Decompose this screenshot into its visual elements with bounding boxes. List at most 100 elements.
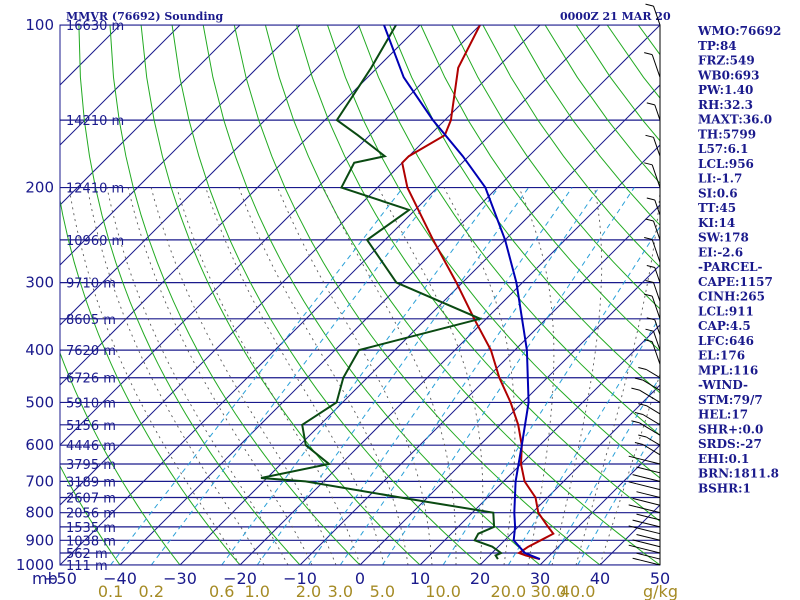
moist-adiabat-line xyxy=(323,187,457,565)
wind-barb xyxy=(654,104,661,121)
wind-barb xyxy=(651,295,661,319)
wind-barb-flag xyxy=(638,367,647,370)
sounding-index-value: LCL:956 xyxy=(698,157,754,171)
moist-adiabat-line xyxy=(106,187,289,565)
wind-barb-flag xyxy=(632,497,641,501)
mixing-ratio-line xyxy=(339,187,600,565)
wind-barb xyxy=(646,436,661,446)
isotherm-line xyxy=(239,144,660,565)
mixing-ratio-tick-label: 1.0 xyxy=(244,582,269,600)
chart-date: 0000Z 21 MAR 20 xyxy=(560,10,671,23)
wind-barb-flag xyxy=(632,557,641,561)
wind-barb-flag xyxy=(631,387,640,391)
sounding-index-value: WB0:693 xyxy=(697,68,759,82)
wind-barb-flag xyxy=(634,412,644,415)
isotherm-line xyxy=(419,324,660,565)
moist-adiabat-line xyxy=(443,187,516,565)
wind-barb xyxy=(640,499,661,506)
isotherm-line xyxy=(60,25,301,266)
sounding-index-value: BSHR:1 xyxy=(698,481,751,495)
parcel-path xyxy=(383,25,541,561)
isotherm-line xyxy=(60,25,181,146)
sounding-index-value: BRN:1811.8 xyxy=(698,467,779,481)
sounding-index-value: WMO:76692 xyxy=(697,24,781,38)
wind-barb-flag xyxy=(628,525,637,529)
height-label: 1038 m xyxy=(66,534,116,549)
sounding-curves xyxy=(260,25,555,561)
height-label: 9710 m xyxy=(66,277,116,292)
pressure-tick-label: 600 xyxy=(25,436,54,454)
mixing-ratio-tick-label: 0.6 xyxy=(209,582,234,600)
wind-barb-flag xyxy=(636,466,645,470)
wind-barb-flag xyxy=(646,317,655,321)
height-label: 3795 m xyxy=(66,458,116,473)
wind-barb-flag xyxy=(646,102,655,106)
pressure-tick-label: 500 xyxy=(25,393,54,411)
height-label: 3189 m xyxy=(66,475,116,490)
wind-barb-flag xyxy=(631,420,640,424)
wind-barb-flag xyxy=(638,403,647,407)
mixing-ratio-tick-label: 5.0 xyxy=(370,582,395,600)
mixing-ratio-line xyxy=(308,187,573,565)
wind-barb xyxy=(636,483,661,491)
wind-barb-flag xyxy=(632,539,641,543)
pressure-tick-label: 1000 xyxy=(16,556,54,574)
dry-adiabat-line xyxy=(794,25,800,565)
temperature-tick-label: −10 xyxy=(283,569,317,588)
height-label: 2607 m xyxy=(66,492,116,507)
isotherm-line xyxy=(299,204,660,565)
sounding-index-value: KI:14 xyxy=(698,216,735,230)
sounding-indices-panel: WMO:76692TP:84FRZ:549WB0:693PW:1.40RH:32… xyxy=(697,24,781,495)
pressure-tick-label: 800 xyxy=(25,504,54,522)
sounding-index-value: SRDS:-27 xyxy=(698,437,762,451)
sounding-index-value: LI:-1.7 xyxy=(698,172,742,186)
wind-barb xyxy=(653,282,661,302)
wind-barb-flag xyxy=(645,328,654,332)
pressure-tick-label: 100 xyxy=(25,16,54,34)
moist-adiabat-line xyxy=(518,187,555,565)
isotherm-line xyxy=(60,25,601,565)
wind-barb xyxy=(642,414,661,426)
temperature-profile xyxy=(401,25,555,561)
isotherm-line xyxy=(119,25,660,565)
height-label: 5156 m xyxy=(66,419,116,434)
moist-adiabat-line xyxy=(176,187,361,565)
sounding-index-value: PW:1.40 xyxy=(698,83,753,97)
height-label: 111 m xyxy=(66,559,108,574)
wind-barb xyxy=(654,267,661,283)
temperature-tick-label: 10 xyxy=(410,569,430,588)
mixing-ratio-tick-label: 40.0 xyxy=(560,582,596,600)
wind-barb xyxy=(636,546,661,554)
sounding-index-value: EI:-2.6 xyxy=(698,245,743,259)
wind-barb-flag xyxy=(628,481,637,485)
wind-barb-flag xyxy=(634,377,644,381)
wind-barb xyxy=(654,199,661,216)
pressure-tick-label: 400 xyxy=(25,341,54,359)
wind-barb-flag xyxy=(644,52,653,56)
dry-adiabat-line xyxy=(60,197,241,565)
dry-adiabat-line xyxy=(420,25,660,352)
sounding-index-value: EL:176 xyxy=(698,349,745,363)
height-label: 7620 m xyxy=(66,344,116,359)
mixing-ratio-tick-label: 30.0 xyxy=(531,582,567,600)
dry-adiabat-line xyxy=(60,464,121,565)
wind-barb-flag xyxy=(646,265,655,268)
wind-barb xyxy=(653,137,661,157)
mixing-ratio-tick-label: 2.0 xyxy=(296,582,321,600)
height-label: 12410 m xyxy=(66,182,124,197)
dry-adiabat-line xyxy=(233,25,601,565)
mixing-ratio-line xyxy=(548,375,660,565)
isotherm-line xyxy=(60,25,421,386)
pressure-tick-label: 200 xyxy=(25,179,54,197)
mixing-ratio-tick-label: 10.0 xyxy=(425,582,461,600)
mixing-ratio-tick-label: 0.2 xyxy=(139,582,164,600)
mixing-ratio-line xyxy=(150,187,439,565)
wind-barb xyxy=(636,457,661,465)
temperature-tick-label: 20 xyxy=(470,569,490,588)
moist-adiabat-line xyxy=(277,187,433,565)
moist-adiabat-line xyxy=(150,187,337,565)
height-label: 1535 m xyxy=(66,521,116,536)
temperature-tick-label: 30 xyxy=(530,569,550,588)
wind-barb-flag xyxy=(632,519,641,523)
height-label: 562 m xyxy=(66,547,108,562)
